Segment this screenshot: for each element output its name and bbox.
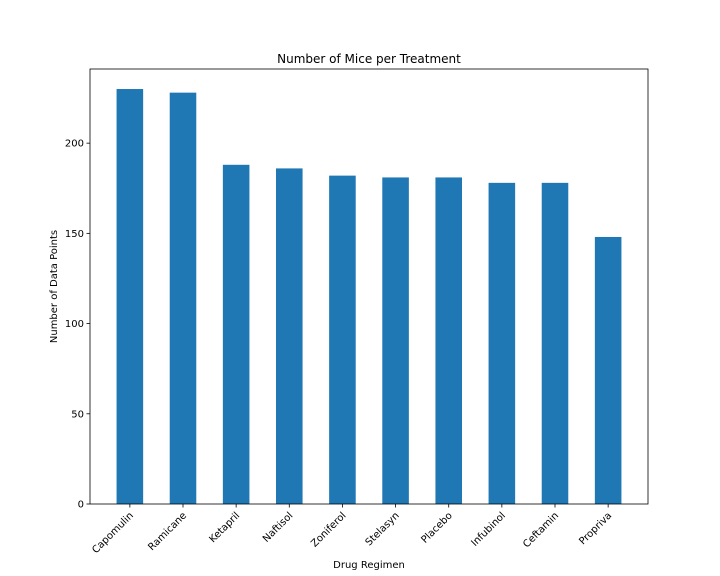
x-tick-label: Infubinol [469, 510, 508, 549]
x-tick-label: Stelasyn [364, 510, 402, 548]
chart-title: Number of Mice per Treatment [277, 52, 461, 66]
x-tick-label: Naftisol [261, 510, 295, 544]
x-axis-title: Drug Regimen [333, 560, 405, 571]
x-tick-label: Ketapril [207, 510, 242, 545]
y-tick-label: 150 [65, 229, 84, 240]
x-tick-label: Ramicane [146, 510, 189, 553]
plot-frame [89, 68, 649, 505]
bar-ketapril [222, 164, 250, 505]
x-tick-label: Zoniferol [309, 510, 348, 549]
y-tick-label: 0 [78, 500, 84, 511]
x-tick-label: Capomulin [90, 510, 136, 556]
y-tick-label: 50 [71, 409, 84, 420]
bar-zoniferol [329, 175, 356, 504]
x-tick-label: Ceftamin [521, 510, 561, 550]
bar-stelasyn [382, 177, 409, 504]
bars-group [116, 89, 622, 505]
y-tick-label: 200 [65, 139, 84, 150]
bar-placebo [435, 177, 462, 504]
bar-capomulin [116, 89, 144, 504]
y-axis-title: Number of Data Points [49, 230, 60, 343]
x-tick-label: Propriva [577, 510, 614, 547]
bar-infubinol [488, 182, 516, 504]
bar-ceftamin [541, 182, 569, 504]
x-axis: Capomulin Ramicane Ketapril Naftisol Zonifer… [90, 504, 614, 556]
x-tick-label: Placebo [419, 510, 454, 545]
y-axis: 0 50 100 150 200 [65, 139, 90, 511]
y-tick-label: 100 [65, 319, 84, 330]
bar-ramicane [169, 92, 197, 504]
bar-propriva [594, 236, 622, 504]
bar-naftisol [276, 168, 303, 504]
